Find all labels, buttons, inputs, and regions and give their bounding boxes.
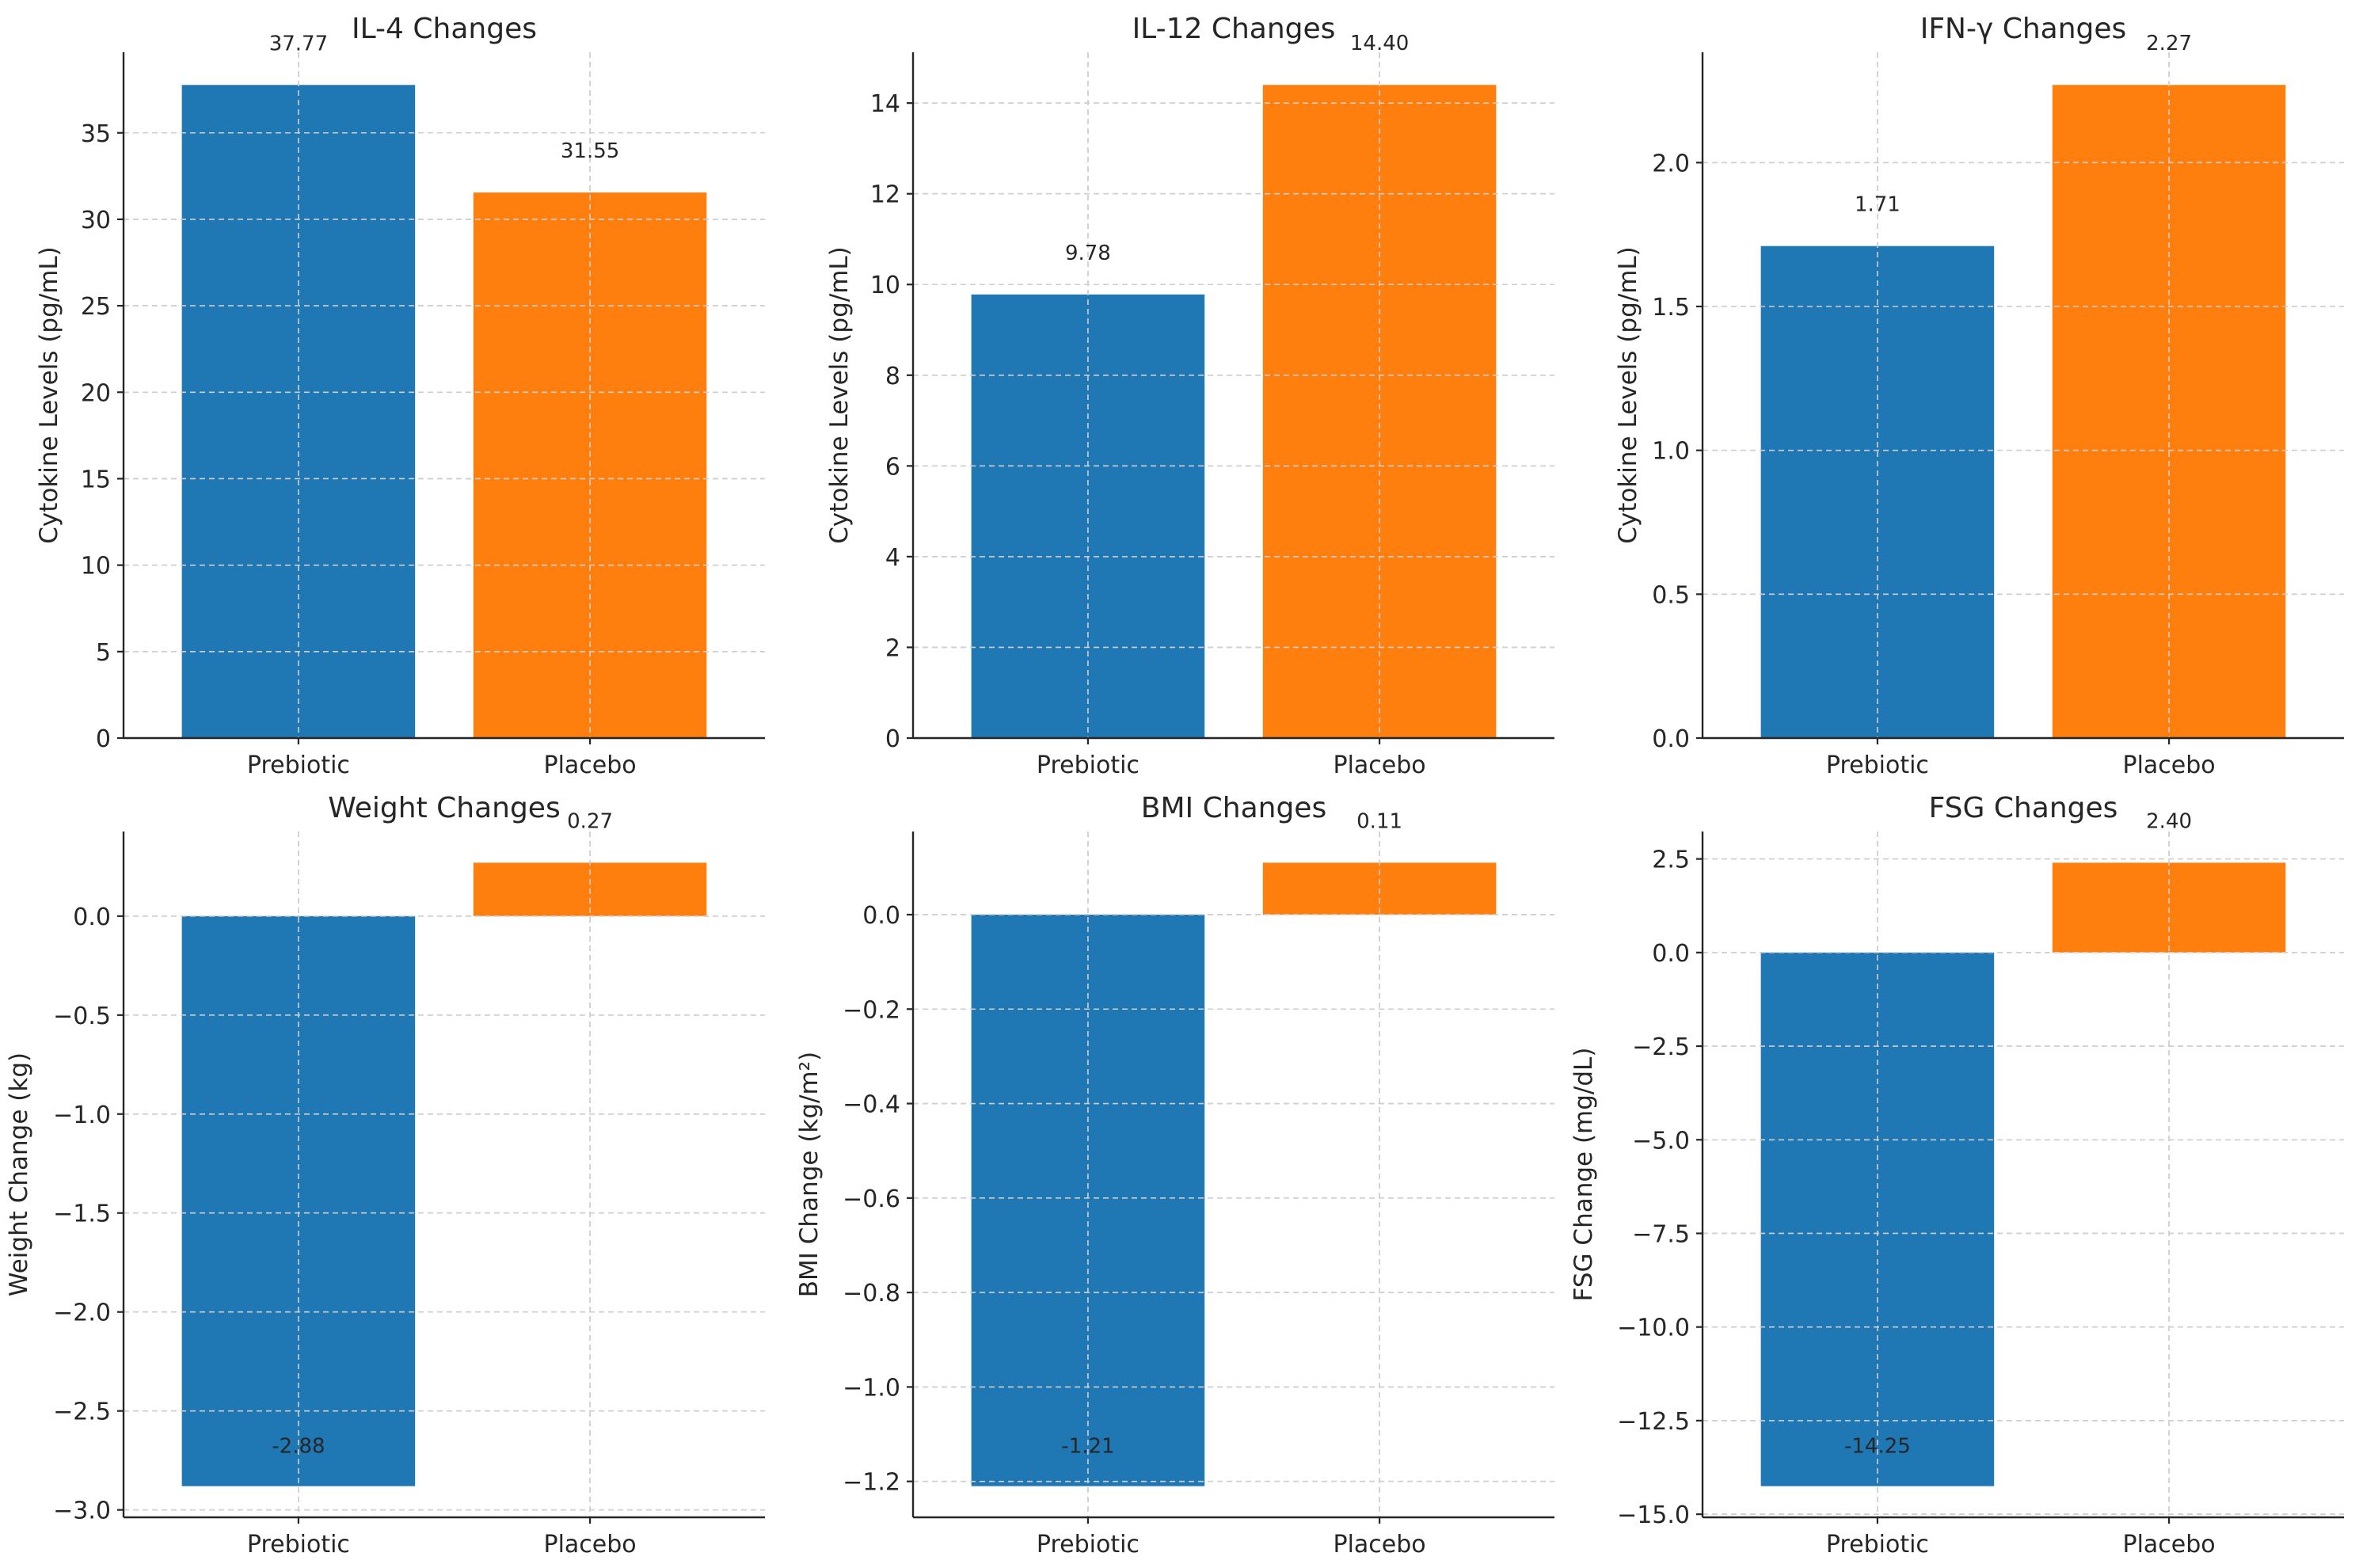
y-tick-label: −15.0 xyxy=(1617,1501,1690,1529)
y-tick-label: 0.0 xyxy=(1652,725,1690,753)
y-tick-label: 2.5 xyxy=(1652,847,1690,874)
y-tick-label: 20 xyxy=(81,379,111,407)
value-label: 2.40 xyxy=(2146,809,2192,833)
chart-title: IL-4 Changes xyxy=(352,13,537,45)
x-tick-label-prebiotic: Prebiotic xyxy=(1826,1531,1929,1558)
bar-placebo xyxy=(1262,85,1497,738)
y-tick-label: −12.5 xyxy=(1617,1408,1690,1436)
bar-prebiotic xyxy=(971,914,1205,1486)
y-tick-label: −1.0 xyxy=(53,1102,111,1129)
x-tick-label-placebo: Placebo xyxy=(544,752,637,779)
chart-title: Weight Changes xyxy=(328,792,560,824)
y-axis-label: Cytokine Levels (pg/mL) xyxy=(1614,246,1642,544)
y-tick-label: 30 xyxy=(81,207,111,234)
y-tick-label: 2 xyxy=(885,634,900,662)
x-tick-label-placebo: Placebo xyxy=(2123,752,2216,779)
y-tick-label: 4 xyxy=(885,544,900,572)
y-tick-label: −10.0 xyxy=(1617,1315,1690,1342)
value-label: 31.55 xyxy=(561,139,619,163)
y-tick-label: −3.0 xyxy=(53,1498,111,1525)
y-tick-label: 35 xyxy=(81,120,111,148)
chart-title: IFN-γ Changes xyxy=(1920,13,2127,45)
y-tick-label: 0.0 xyxy=(862,902,900,930)
y-tick-label: 1.0 xyxy=(1652,438,1690,466)
x-tick-label-placebo: Placebo xyxy=(544,1531,637,1558)
chart-title: IL-12 Changes xyxy=(1132,13,1336,45)
y-tick-label: −2.0 xyxy=(53,1300,111,1327)
x-tick-label-prebiotic: Prebiotic xyxy=(1037,752,1140,779)
x-tick-label-prebiotic: Prebiotic xyxy=(1826,752,1929,779)
y-tick-label: −1.0 xyxy=(843,1374,900,1402)
x-tick-label-prebiotic: Prebiotic xyxy=(247,752,350,779)
value-label: 2.27 xyxy=(2146,32,2192,55)
y-tick-label: 2.0 xyxy=(1652,150,1690,177)
y-tick-label: −0.6 xyxy=(843,1186,900,1213)
chart-panel-2: 9.78 14.40 0 2 4 6 8 10 12 14 Prebiotic Placebo IL-1… xyxy=(825,13,1554,779)
y-axis-label: Cytokine Levels (pg/mL) xyxy=(35,246,63,544)
y-tick-label: 6 xyxy=(885,453,900,481)
bar-prebiotic xyxy=(181,85,416,738)
chart-panel-6: -14.25 2.40 −15.0 −12.5 −10.0 −7.5 −5.0 −2.5 0.0… xyxy=(1569,792,2344,1558)
value-label: 0.27 xyxy=(567,809,613,833)
y-tick-label: 0 xyxy=(885,725,900,753)
y-tick-label: 12 xyxy=(870,181,900,209)
chart-title: FSG Changes xyxy=(1929,792,2118,824)
value-label: -2.88 xyxy=(272,1435,325,1459)
y-tick-label: −1.5 xyxy=(53,1201,111,1228)
y-tick-label: −0.8 xyxy=(843,1280,900,1307)
chart-panel-1: 37.77 31.55 0 5 10 15 20 25 30 35 Prebiotic Placebo… xyxy=(35,13,765,779)
x-tick-label-placebo: Placebo xyxy=(1334,752,1426,779)
value-label: 37.77 xyxy=(269,32,328,55)
y-axis-label: Cytokine Levels (pg/mL) xyxy=(825,246,854,544)
y-tick-label: 0 xyxy=(96,725,111,753)
y-tick-label: 1.5 xyxy=(1652,294,1690,322)
value-label: 14.40 xyxy=(1350,32,1409,55)
y-tick-label: −0.4 xyxy=(843,1091,900,1119)
y-tick-label: −0.5 xyxy=(53,1003,111,1030)
y-tick-label: 0.0 xyxy=(73,904,111,931)
y-tick-label: 0.5 xyxy=(1652,581,1690,609)
chart-panel-3: 1.71 2.27 0.0 0.5 1.0 1.5 2.0 Prebiotic Placebo I… xyxy=(1614,13,2344,779)
x-tick-label-placebo: Placebo xyxy=(2123,1531,2216,1558)
y-tick-label: 10 xyxy=(81,553,111,580)
y-axis-label: Weight Change (kg) xyxy=(5,1052,33,1296)
x-tick-label-placebo: Placebo xyxy=(1334,1531,1426,1558)
x-tick-label-prebiotic: Prebiotic xyxy=(247,1531,350,1558)
value-label: 0.11 xyxy=(1356,809,1402,833)
chart-title: BMI Changes xyxy=(1141,792,1326,824)
value-label: 1.71 xyxy=(1855,193,1901,217)
y-tick-label: −2.5 xyxy=(53,1399,111,1426)
y-axis-label: FSG Change (mg/dL) xyxy=(1569,1048,1598,1302)
y-tick-label: 5 xyxy=(96,639,111,667)
y-tick-label: 15 xyxy=(81,466,111,493)
chart-panel-4: -2.88 0.27 −3.0 −2.5 −2.0 −1.5 −1.0 −0.5 0.0 Preb… xyxy=(5,792,765,1558)
value-label: 9.78 xyxy=(1065,242,1111,265)
y-tick-label: −5.0 xyxy=(1632,1127,1690,1155)
y-tick-label: 8 xyxy=(885,363,900,390)
y-tick-label: −7.5 xyxy=(1632,1220,1690,1248)
value-label: -14.25 xyxy=(1844,1435,1911,1459)
y-tick-label: 25 xyxy=(81,293,111,321)
y-tick-label: −1.2 xyxy=(843,1469,900,1497)
x-tick-label-prebiotic: Prebiotic xyxy=(1037,1531,1140,1558)
y-tick-label: 0.0 xyxy=(1652,940,1690,968)
bar-prebiotic xyxy=(181,915,416,1486)
y-tick-label: −0.2 xyxy=(843,996,900,1024)
chart-panel-5: -1.21 0.11 −1.2 −1.0 −0.8 −0.6 −0.4 −0.2 0.0 Preb… xyxy=(795,792,1554,1558)
y-tick-label: −2.5 xyxy=(1632,1033,1690,1061)
bar-placebo xyxy=(2052,85,2286,738)
y-tick-label: 14 xyxy=(870,90,900,118)
value-label: -1.21 xyxy=(1061,1435,1114,1459)
y-axis-label: BMI Change (kg/m²) xyxy=(795,1052,824,1297)
y-tick-label: 10 xyxy=(870,272,900,299)
